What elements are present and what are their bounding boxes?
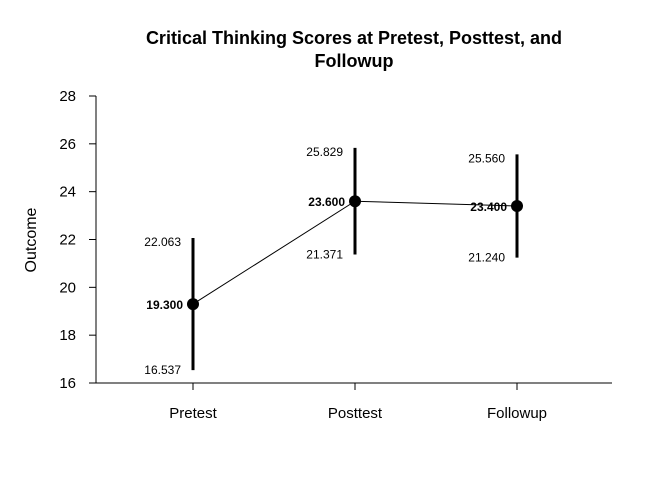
upper-label: 25.829 [306, 145, 343, 159]
y-axis-label: Outcome [23, 207, 40, 272]
y-tick-label: 16 [59, 375, 76, 392]
lower-label: 16.537 [144, 363, 181, 377]
y-tick-label: 24 [59, 184, 76, 201]
y-tick-label: 22 [59, 232, 76, 249]
x-tick-label: Posttest [328, 405, 383, 422]
mean-point [349, 195, 361, 208]
axes: 16 18 20 22 24 26 28 Pretest Posttest Followup [59, 88, 612, 422]
x-tick-label: Pretest [169, 405, 217, 422]
chart-title-line-2: Followup [315, 51, 394, 71]
mean-label: 23.600 [308, 195, 345, 209]
data-marks: 19.300 22.063 16.537 23.600 25.829 21.371 23.4… [144, 145, 523, 377]
mean-label: 23.400 [470, 200, 507, 214]
upper-label: 25.560 [468, 151, 505, 165]
y-tick-label: 18 [59, 327, 76, 344]
mean-point [511, 200, 523, 213]
y-tick-label: 26 [59, 136, 76, 153]
y-tick-label: 28 [59, 88, 76, 105]
lower-label: 21.371 [306, 248, 343, 262]
upper-label: 22.063 [144, 235, 181, 249]
mean-label: 19.300 [146, 298, 183, 312]
mean-point [187, 298, 199, 311]
chart-title-line-1: Critical Thinking Scores at Pretest, Pos… [146, 28, 562, 48]
x-tick-label: Followup [487, 405, 547, 422]
y-tick-label: 20 [59, 279, 76, 296]
lower-label: 21.240 [468, 251, 505, 265]
